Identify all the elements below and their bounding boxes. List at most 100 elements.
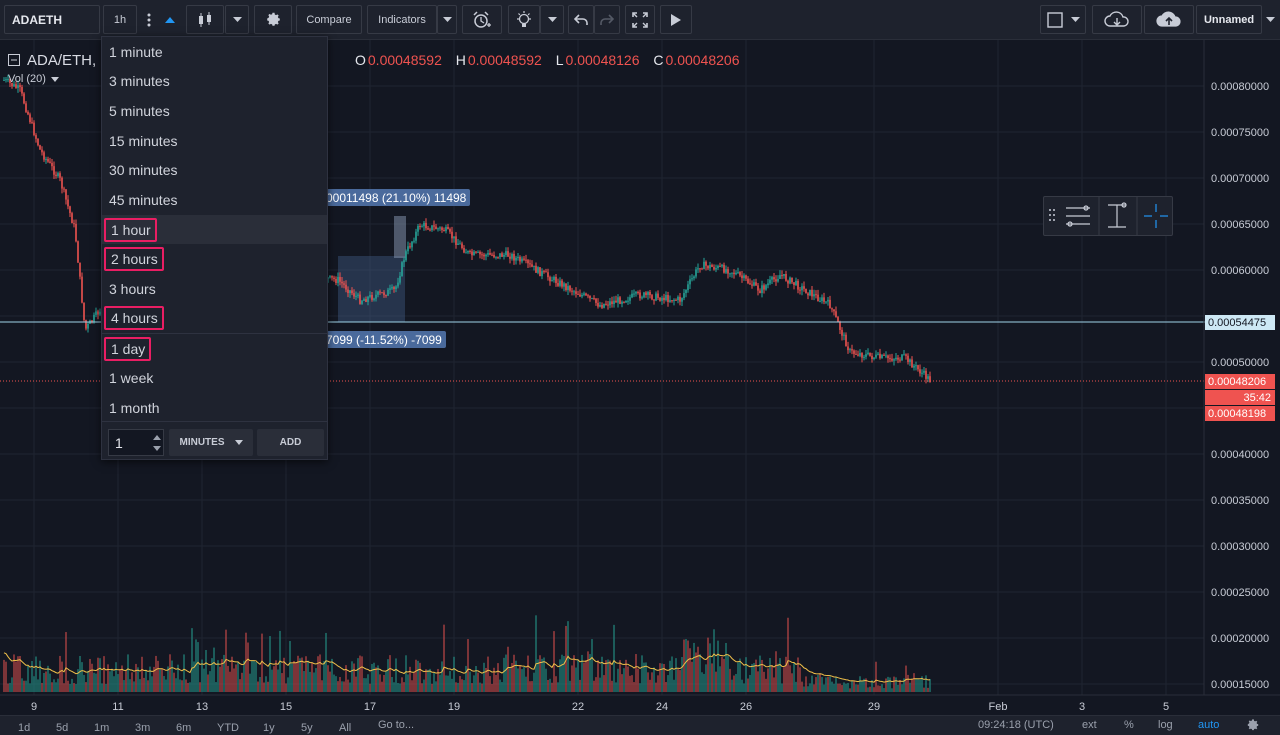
candle-body bbox=[23, 93, 25, 104]
settings-button[interactable] bbox=[254, 5, 292, 34]
volume-bar bbox=[137, 667, 139, 692]
chart-area[interactable]: 9 11 13 15 17 19 22 24 26 29 Feb 3 5 0.00080000 0.000… bbox=[0, 40, 1280, 715]
utc-clock[interactable]: 09:24:18 (UTC) bbox=[978, 719, 1054, 731]
candle-body bbox=[329, 275, 331, 278]
undo-button[interactable] bbox=[568, 5, 594, 34]
cloud-upload-icon bbox=[1156, 10, 1181, 27]
compare-button[interactable]: Compare bbox=[296, 5, 362, 34]
range-button[interactable]: All bbox=[339, 722, 352, 734]
interval-option[interactable]: 3 hours bbox=[102, 274, 327, 303]
interval-option[interactable]: 2 hours bbox=[102, 244, 327, 273]
candle-body bbox=[721, 264, 723, 267]
redo-button[interactable] bbox=[594, 5, 620, 34]
candle-body bbox=[833, 309, 835, 312]
volume-bar bbox=[133, 681, 135, 692]
candle-body bbox=[503, 254, 505, 257]
volume-bar bbox=[437, 668, 439, 692]
candle-body bbox=[749, 283, 751, 285]
candle-body bbox=[371, 295, 373, 300]
volume-bar bbox=[465, 665, 467, 692]
range-button[interactable]: YTD bbox=[217, 722, 239, 734]
volume-bar bbox=[595, 677, 597, 692]
log-scale-toggle[interactable]: log bbox=[1158, 719, 1173, 731]
candle-body bbox=[53, 166, 55, 175]
volume-bar bbox=[679, 670, 681, 692]
custom-interval-input[interactable]: 1 bbox=[108, 429, 164, 456]
chart-style-dropdown[interactable] bbox=[225, 5, 249, 34]
candle-body bbox=[859, 353, 861, 356]
layout-name-button[interactable]: Unnamed bbox=[1196, 5, 1262, 34]
indicators-button[interactable]: Indicators bbox=[367, 5, 437, 34]
replay-button[interactable] bbox=[660, 5, 692, 34]
range-button[interactable]: 5d bbox=[56, 722, 69, 734]
range-button[interactable]: 6m bbox=[176, 722, 192, 734]
candle-body bbox=[551, 280, 553, 282]
load-layout-button[interactable] bbox=[1092, 5, 1142, 34]
interval-option[interactable]: 1 month bbox=[102, 393, 327, 422]
candle-body bbox=[437, 228, 439, 230]
interval-option[interactable]: 5 minutes bbox=[102, 96, 327, 125]
chart-properties-button[interactable] bbox=[1246, 718, 1260, 735]
caret-up-icon[interactable] bbox=[160, 5, 180, 34]
candle-body bbox=[409, 246, 411, 248]
volume-bar bbox=[371, 664, 373, 692]
volume-legend[interactable]: Vol (20) bbox=[8, 73, 59, 85]
candle-body bbox=[871, 355, 873, 360]
fullscreen-button[interactable] bbox=[625, 5, 655, 34]
candle-body bbox=[693, 276, 695, 279]
auto-scale-toggle[interactable]: auto bbox=[1198, 719, 1220, 731]
volume-bar bbox=[761, 659, 763, 692]
custom-interval-unit-select[interactable]: MINUTES bbox=[169, 429, 253, 456]
chart-style-button[interactable] bbox=[186, 5, 224, 34]
interval-option[interactable]: 45 minutes bbox=[102, 185, 327, 214]
range-button[interactable]: 1y bbox=[263, 722, 275, 734]
time-axis-tick: 9 bbox=[31, 701, 37, 713]
interval-option-label: 1 day bbox=[104, 336, 152, 361]
ideas-button[interactable] bbox=[508, 5, 540, 34]
indicators-dropdown[interactable] bbox=[437, 5, 457, 34]
volume-bar bbox=[347, 679, 349, 692]
alert-button[interactable] bbox=[462, 5, 502, 34]
ideas-dropdown[interactable] bbox=[540, 5, 564, 34]
interval-option[interactable]: 15 minutes bbox=[102, 126, 327, 155]
interval-button[interactable]: 1h bbox=[103, 5, 137, 34]
save-layout-button[interactable] bbox=[1144, 5, 1194, 34]
interval-option[interactable]: 30 minutes bbox=[102, 155, 327, 184]
interval-option[interactable]: 1 day bbox=[102, 334, 327, 363]
range-button[interactable]: 1m bbox=[94, 722, 110, 734]
extended-hours-toggle[interactable]: ext bbox=[1082, 719, 1097, 731]
volume-bar bbox=[829, 676, 831, 692]
percent-scale-toggle[interactable]: % bbox=[1124, 719, 1134, 731]
volume-bar bbox=[601, 656, 603, 692]
layout-select-button[interactable] bbox=[1040, 5, 1086, 34]
layout-name-dropdown[interactable] bbox=[1262, 5, 1278, 34]
more-vertical-icon[interactable] bbox=[141, 5, 157, 34]
floating-drawing-toolbar[interactable] bbox=[1043, 196, 1173, 236]
goto-date-button[interactable]: Go to... bbox=[378, 719, 415, 731]
volume-bar bbox=[375, 667, 377, 692]
volume-bar bbox=[259, 676, 261, 692]
range-button[interactable]: 1d bbox=[18, 722, 31, 734]
volume-bar bbox=[367, 674, 369, 692]
range-button[interactable]: 3m bbox=[135, 722, 151, 734]
gear-icon bbox=[266, 12, 280, 26]
price-chart[interactable]: 9 11 13 15 17 19 22 24 26 29 Feb 3 5 bbox=[0, 40, 1280, 715]
volume-bar bbox=[239, 679, 241, 692]
add-interval-button[interactable]: ADD bbox=[257, 429, 324, 456]
interval-option[interactable]: 1 hour bbox=[102, 215, 327, 244]
range-button[interactable]: 5y bbox=[301, 722, 313, 734]
interval-option-label: 15 minutes bbox=[109, 132, 178, 149]
candle-body bbox=[885, 355, 887, 357]
volume-bar bbox=[217, 660, 219, 692]
interval-option[interactable]: 4 hours bbox=[102, 303, 327, 332]
interval-option[interactable]: 1 minute bbox=[102, 37, 327, 66]
interval-option[interactable]: 1 week bbox=[102, 363, 327, 392]
volume-bar bbox=[229, 671, 231, 692]
volume-bar bbox=[19, 655, 21, 692]
candle-body bbox=[403, 260, 405, 263]
symbol-legend[interactable]: ADA/ETH, bbox=[8, 52, 96, 69]
interval-option[interactable]: 3 minutes bbox=[102, 66, 327, 95]
price-axis-tick: 0.00065000 bbox=[1211, 218, 1270, 231]
symbol-search-button[interactable]: ADAETH bbox=[4, 5, 100, 34]
interval-option-label: 3 minutes bbox=[109, 72, 170, 89]
